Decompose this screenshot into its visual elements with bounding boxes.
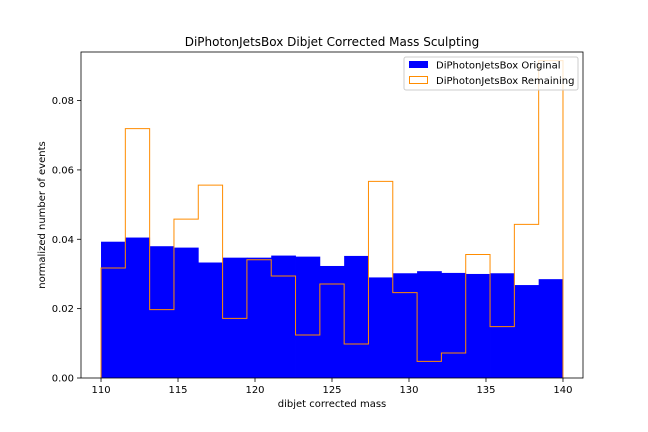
original-series-bars <box>101 237 564 378</box>
x-tick-label: 130 <box>399 385 418 396</box>
x-axis-label: dibjet corrected mass <box>278 399 387 410</box>
original-bar <box>246 257 272 378</box>
y-tick-label: 0.00 <box>52 374 74 385</box>
original-bar <box>149 246 175 378</box>
legend-label-original: DiPhotonJetsBox Original <box>436 61 560 72</box>
original-bar <box>417 271 442 378</box>
x-tick-label: 135 <box>476 385 495 396</box>
y-tick-label: 0.08 <box>52 96 74 107</box>
original-bar <box>514 285 540 378</box>
original-bar <box>344 255 369 378</box>
x-tick-label: 140 <box>553 385 572 396</box>
original-bar <box>173 247 199 378</box>
original-bar <box>368 277 394 378</box>
original-bar <box>538 279 564 378</box>
original-bar <box>101 241 126 378</box>
legend-label-remaining: DiPhotonJetsBox Remaining <box>436 76 574 87</box>
original-bar <box>271 255 296 378</box>
y-tick-label: 0.02 <box>52 304 74 315</box>
original-bar <box>198 262 223 378</box>
x-axis-ticks: 110 115 120 125 130 135 140 <box>91 378 573 396</box>
remaining-series-step-line <box>100 60 564 378</box>
original-bar <box>319 265 345 378</box>
legend-swatch-original <box>409 61 428 68</box>
x-tick-label: 125 <box>322 385 341 396</box>
y-tick-label: 0.06 <box>52 165 74 176</box>
original-bar <box>465 273 491 378</box>
y-axis-ticks: 0.00 0.02 0.04 0.06 0.08 <box>52 96 81 385</box>
original-bar <box>125 237 151 378</box>
original-bar <box>441 272 467 378</box>
legend: DiPhotonJetsBox Original DiPhotonJetsBox… <box>403 56 579 91</box>
x-tick-label: 110 <box>91 385 110 396</box>
original-bar <box>392 273 418 378</box>
legend-box <box>403 56 579 91</box>
legend-swatch-remaining <box>409 76 428 84</box>
chart-title: DiPhotonJetsBox Dibjet Corrected Mass Sc… <box>185 35 480 49</box>
original-bar <box>222 257 248 378</box>
x-tick-label: 115 <box>168 385 187 396</box>
x-tick-label: 120 <box>245 385 264 396</box>
original-bar <box>490 273 515 378</box>
y-axis-label: normalized number of events <box>37 141 48 288</box>
y-tick-label: 0.04 <box>52 235 74 246</box>
original-bar <box>295 256 321 378</box>
